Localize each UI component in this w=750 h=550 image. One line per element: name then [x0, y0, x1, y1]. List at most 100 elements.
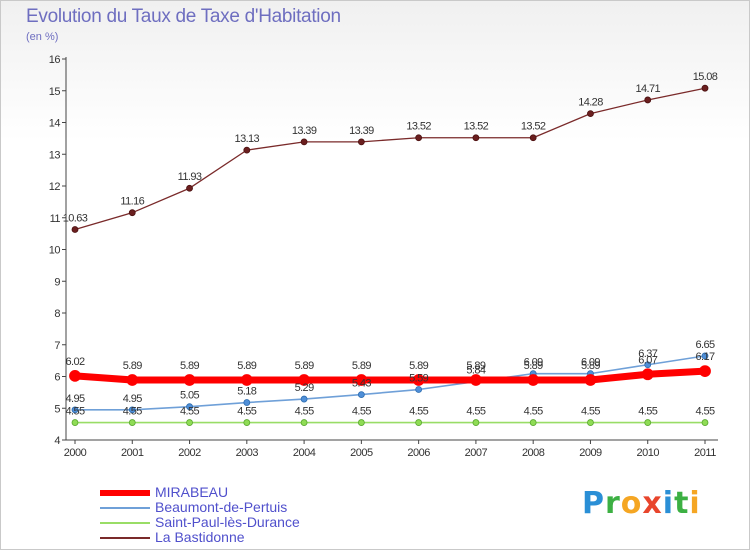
- data-label-beaumont: 5.84: [466, 365, 485, 377]
- data-label-bastidonne: 11.16: [120, 196, 144, 208]
- data-label-beaumont: 4.95: [65, 393, 84, 405]
- y-tick-label: 11: [50, 213, 61, 225]
- legend-item-mirabeau: MIRABEAU: [100, 484, 400, 500]
- y-tick-label: 6: [54, 372, 60, 384]
- data-label-saint-paul: 4.55: [295, 406, 314, 418]
- data-label-mirabeau: 5.89: [123, 360, 142, 372]
- data-point-beaumont: [644, 361, 652, 369]
- y-tick-label: 12: [49, 181, 61, 193]
- data-point-beaumont: [243, 399, 251, 406]
- x-tick-label: 2007: [465, 447, 488, 459]
- y-tick-label: 4: [54, 435, 60, 447]
- data-point-bastidonne: [529, 134, 537, 142]
- y-tick-label: 8: [54, 308, 60, 320]
- data-point-saint-paul: [71, 419, 79, 426]
- chart-subtitle: (en %): [26, 31, 59, 43]
- data-point-bastidonne: [701, 84, 709, 92]
- logo-letter: i: [662, 486, 675, 521]
- data-label-beaumont: 6.37: [638, 348, 657, 360]
- data-label-mirabeau: 5.89: [180, 360, 199, 372]
- legend-swatch-beaumont: [100, 507, 150, 509]
- legend-swatch-mirabeau: [100, 490, 150, 496]
- chart-title: Evolution du Taux de Taxe d'Habitation: [26, 6, 341, 27]
- data-point-bastidonne: [128, 209, 136, 217]
- logo-letter: t: [674, 486, 690, 521]
- data-label-mirabeau: 5.89: [352, 360, 371, 372]
- data-point-beaumont: [71, 406, 79, 414]
- data-point-beaumont: [300, 395, 308, 403]
- data-point-bastidonne: [243, 146, 251, 154]
- legend-label-bastidonne: La Bastidonne: [155, 529, 245, 545]
- data-point-mirabeau: [126, 374, 139, 386]
- legend-item-beaumont: Beaumont-de-Pertuis: [100, 499, 400, 515]
- data-label-bastidonne: 14.71: [635, 83, 660, 95]
- data-point-saint-paul: [300, 419, 308, 426]
- data-label-beaumont: 5.18: [237, 386, 256, 398]
- data-label-saint-paul: 4.55: [180, 406, 199, 418]
- logo-letter: x: [642, 486, 663, 521]
- data-label-saint-paul: 4.55: [638, 406, 657, 418]
- logo-letter: P: [582, 486, 605, 521]
- data-point-saint-paul: [472, 419, 480, 426]
- data-label-mirabeau: 5.89: [409, 360, 428, 372]
- y-tick-label: 16: [49, 54, 61, 66]
- data-point-saint-paul: [644, 419, 652, 426]
- data-label-bastidonne: 11.93: [178, 171, 202, 183]
- data-point-bastidonne: [415, 134, 423, 142]
- data-point-saint-paul: [529, 419, 537, 426]
- data-point-mirabeau: [641, 368, 654, 381]
- data-point-bastidonne: [71, 226, 79, 233]
- data-point-beaumont: [415, 386, 423, 393]
- y-tick-label: 15: [49, 86, 61, 98]
- data-label-mirabeau: 5.89: [524, 360, 543, 372]
- data-label-beaumont: 5.59: [409, 373, 428, 385]
- data-label-bastidonne: 13.13: [235, 133, 260, 145]
- data-label-bastidonne: 13.52: [464, 121, 489, 133]
- data-point-beaumont: [701, 352, 709, 360]
- data-label-beaumont: 4.95: [123, 393, 142, 405]
- data-label-beaumont: 6.09: [581, 357, 600, 369]
- data-point-saint-paul: [415, 419, 423, 426]
- data-label-mirabeau: 5.89: [466, 360, 485, 372]
- data-point-saint-paul: [701, 419, 709, 426]
- proxiti-logo: Proxiti: [582, 486, 701, 521]
- legend-label-mirabeau: MIRABEAU: [155, 484, 229, 500]
- x-tick-label: 2001: [121, 447, 144, 459]
- data-label-mirabeau: 5.89: [237, 360, 256, 372]
- data-label-beaumont: 6.09: [524, 357, 543, 369]
- legend-label-beaumont: Beaumont-de-Pertuis: [155, 499, 288, 515]
- x-tick-label: 2008: [522, 447, 545, 459]
- x-tick-label: 2004: [293, 447, 316, 459]
- x-tick-label: 2005: [350, 447, 373, 459]
- series-line-bastidonne: [74, 87, 706, 231]
- data-label-beaumont: 6.65: [695, 339, 714, 351]
- data-label-saint-paul: 4.55: [524, 406, 543, 418]
- data-label-beaumont: 5.05: [180, 390, 199, 402]
- data-label-saint-paul: 4.55: [581, 406, 600, 418]
- y-tick-label: 7: [54, 340, 60, 352]
- data-point-bastidonne: [186, 184, 193, 192]
- legend-swatch-saint-paul: [100, 522, 150, 524]
- data-point-bastidonne: [357, 138, 365, 146]
- data-label-bastidonne: 13.52: [521, 121, 546, 133]
- y-tick-label: 5: [54, 403, 60, 415]
- data-point-mirabeau: [584, 374, 597, 386]
- data-label-mirabeau: 6.02: [65, 356, 84, 368]
- data-label-saint-paul: 4.55: [466, 406, 485, 418]
- data-point-mirabeau: [470, 374, 482, 386]
- x-tick-label: 2009: [579, 447, 602, 459]
- data-label-saint-paul: 4.55: [237, 406, 256, 418]
- data-label-bastidonne: 15.08: [693, 71, 718, 83]
- y-tick-label: 9: [54, 276, 60, 288]
- data-point-saint-paul: [587, 419, 594, 426]
- data-point-saint-paul: [128, 419, 136, 426]
- data-label-mirabeau: 6.07: [638, 354, 657, 366]
- series-line-mirabeau: [71, 367, 709, 384]
- data-point-mirabeau: [527, 374, 540, 386]
- data-label-saint-paul: 4.55: [65, 406, 84, 418]
- data-point-mirabeau: [183, 374, 196, 386]
- data-label-saint-paul: 4.55: [123, 406, 142, 418]
- y-tick-label: 14: [49, 118, 61, 130]
- data-point-mirabeau: [699, 365, 711, 378]
